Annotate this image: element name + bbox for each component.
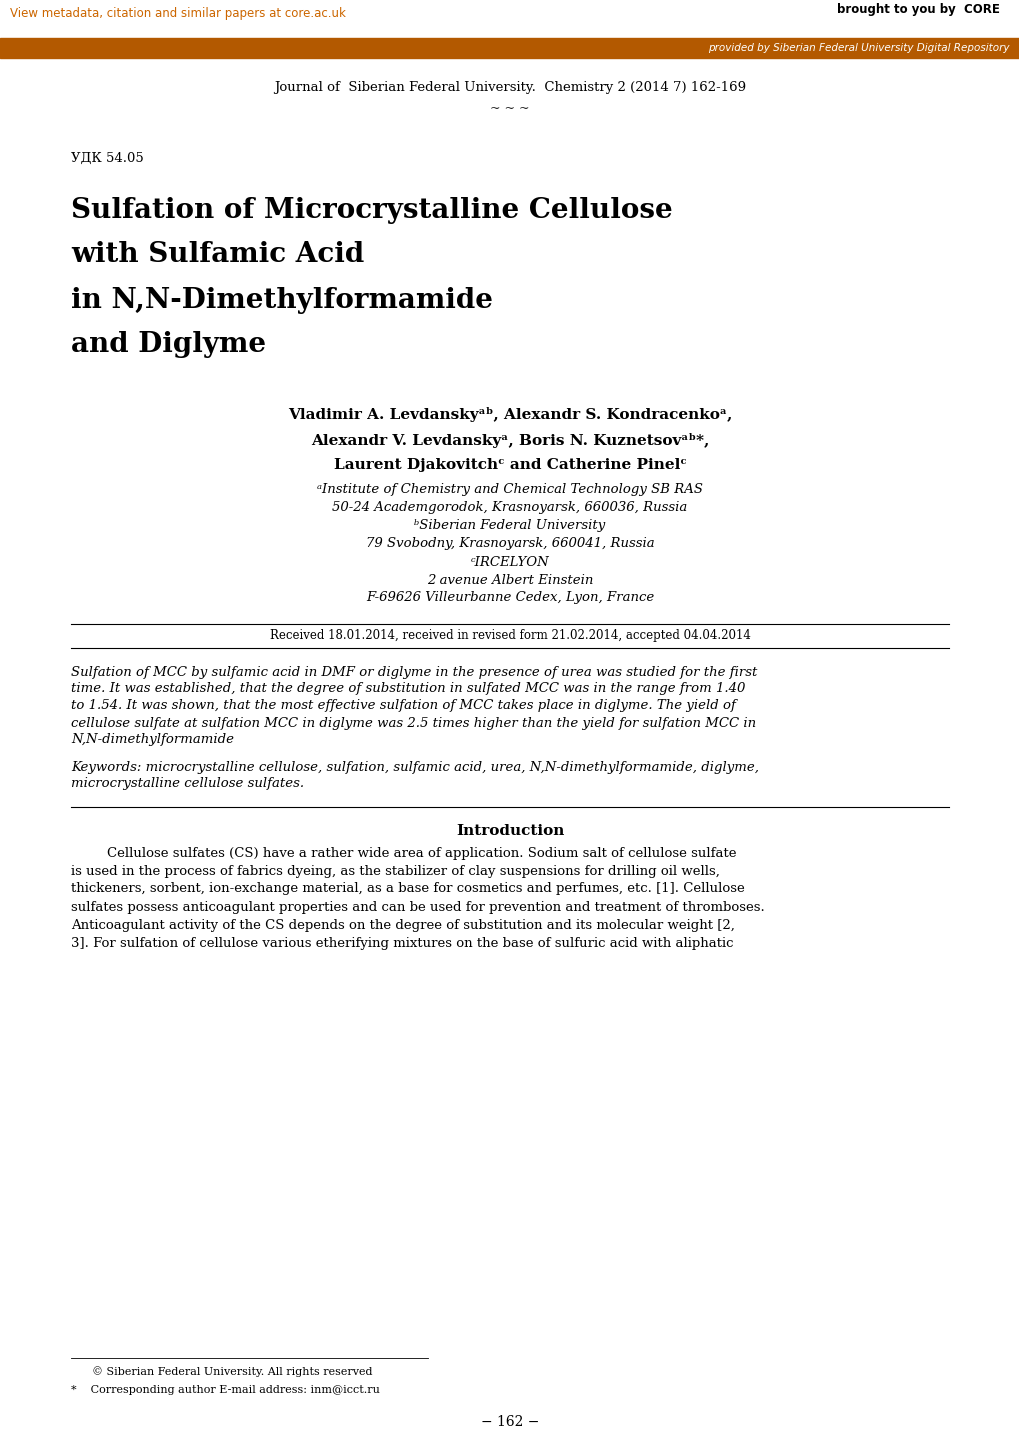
Text: 3]. For sulfation of cellulose various etherifying mixtures on the base of sulfu: 3]. For sulfation of cellulose various e…	[71, 936, 734, 949]
Text: View metadata, citation and similar papers at core.ac.uk: View metadata, citation and similar pape…	[10, 7, 345, 20]
Text: Keywords: microcrystalline cellulose, sulfation, sulfamic acid, urea, N,N-dimeth: Keywords: microcrystalline cellulose, su…	[71, 761, 759, 774]
Text: Alexandr V. Levdanskyᵃ, Boris N. Kuznetsovᵃᵇ*,: Alexandr V. Levdanskyᵃ, Boris N. Kuznets…	[311, 432, 708, 448]
Text: in N,N-Dimethylformamide: in N,N-Dimethylformamide	[71, 287, 493, 313]
Text: УДК 54.05: УДК 54.05	[71, 152, 144, 165]
Text: ᵃInstitute of Chemistry and Chemical Technology SB RAS: ᵃInstitute of Chemistry and Chemical Tec…	[317, 484, 702, 497]
Text: 2 avenue Albert Einstein: 2 avenue Albert Einstein	[426, 574, 593, 587]
Bar	[0, 38, 1019, 58]
Text: sulfates possess anticoagulant properties and can be used for prevention and tre: sulfates possess anticoagulant propertie…	[71, 900, 764, 913]
Text: Sulfation of Microcrystalline Cellulose: Sulfation of Microcrystalline Cellulose	[71, 197, 673, 223]
Text: thickeners, sorbent, ion-exchange material, as a base for cosmetics and perfumes: thickeners, sorbent, ion-exchange materi…	[71, 882, 745, 895]
Text: Received 18.01.2014, received in revised form 21.02.2014, accepted 04.04.2014: Received 18.01.2014, received in revised…	[269, 629, 750, 642]
Text: Introduction: Introduction	[455, 824, 564, 838]
Text: N,N-dimethylformamide: N,N-dimethylformamide	[71, 733, 234, 746]
Text: to 1.54. It was shown, that the most effective sulfation of MCC takes place in d: to 1.54. It was shown, that the most eff…	[71, 700, 736, 713]
Text: *    Corresponding author E-mail address: inm@icct.ru: * Corresponding author E-mail address: i…	[71, 1385, 380, 1395]
Text: is used in the process of fabrics dyeing, as the stabilizer of clay suspensions : is used in the process of fabrics dyeing…	[71, 865, 719, 878]
Text: ᵇSiberian Federal University: ᵇSiberian Federal University	[414, 520, 605, 532]
Text: 79 Svobodny, Krasnoyarsk, 660041, Russia: 79 Svobodny, Krasnoyarsk, 660041, Russia	[366, 538, 653, 551]
Text: Sulfation of MCC by sulfamic acid in DMF or diglyme in the presence of urea was : Sulfation of MCC by sulfamic acid in DMF…	[71, 665, 757, 678]
Text: © Siberian Federal University. All rights reserved: © Siberian Federal University. All right…	[92, 1366, 372, 1378]
Text: with Sulfamic Acid: with Sulfamic Acid	[71, 242, 365, 268]
Text: Vladimir A. Levdanskyᵃᵇ, Alexandr S. Kondracenkoᵃ,: Vladimir A. Levdanskyᵃᵇ, Alexandr S. Kon…	[287, 407, 732, 423]
Text: ~ ~ ~: ~ ~ ~	[490, 101, 529, 114]
Text: Anticoagulant activity of the CS depends on the degree of substitution and its m: Anticoagulant activity of the CS depends…	[71, 919, 735, 932]
Text: cellulose sulfate at sulfation MCC in diglyme was 2.5 times higher than the yiel: cellulose sulfate at sulfation MCC in di…	[71, 716, 756, 729]
Text: Laurent Djakovitchᶜ and Catherine Pinelᶜ: Laurent Djakovitchᶜ and Catherine Pinelᶜ	[333, 458, 686, 472]
Text: 50-24 Academgorodok, Krasnoyarsk, 660036, Russia: 50-24 Academgorodok, Krasnoyarsk, 660036…	[332, 501, 687, 514]
Text: brought to you by  CORE: brought to you by CORE	[836, 3, 999, 16]
Text: microcrystalline cellulose sulfates.: microcrystalline cellulose sulfates.	[71, 778, 305, 791]
Text: F-69626 Villeurbanne Cedex, Lyon, France: F-69626 Villeurbanne Cedex, Lyon, France	[366, 591, 653, 604]
Text: − 162 −: − 162 −	[480, 1416, 539, 1429]
Text: Cellulose sulfates (CS) have a rather wide area of application. Sodium salt of c: Cellulose sulfates (CS) have a rather wi…	[107, 846, 736, 859]
Text: and Diglyme: and Diglyme	[71, 332, 266, 358]
Text: ᶜIRCELYON: ᶜIRCELYON	[470, 555, 549, 568]
Text: Journal of  Siberian Federal University.  Chemistry 2 (2014 7) 162-169: Journal of Siberian Federal University. …	[274, 81, 745, 94]
Text: time. It was established, that the degree of substitution in sulfated MCC was in: time. It was established, that the degre…	[71, 682, 745, 696]
Bar	[0, 0, 1019, 38]
Text: provided by Siberian Federal University Digital Repository: provided by Siberian Federal University …	[707, 43, 1009, 54]
